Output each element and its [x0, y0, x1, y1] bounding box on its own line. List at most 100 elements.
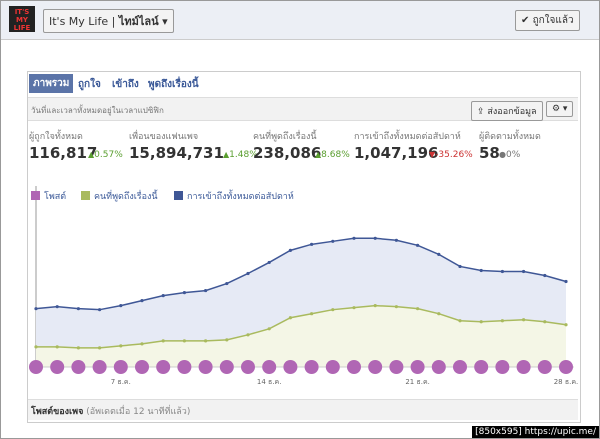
export-label: ส่งออกข้อมูล — [487, 107, 537, 117]
stat-label: ผู้ถูกใจทั้งหมด — [29, 132, 83, 142]
change-text: 0.57% — [94, 150, 123, 160]
point — [98, 346, 102, 350]
post-dot — [389, 360, 404, 374]
trend-icon: ▲ — [88, 150, 95, 159]
point — [373, 304, 377, 308]
settings-button[interactable]: ⚙ ▾ — [546, 101, 574, 117]
legend-item: คนที่พูดถึงเรื่องนี้ — [81, 189, 158, 203]
post-dot — [113, 360, 128, 374]
x-tick-label: 7 ธ.ค. — [111, 378, 131, 386]
post-dot — [474, 360, 489, 374]
post-dot — [516, 360, 531, 374]
point — [267, 260, 271, 265]
post-dot — [410, 360, 425, 374]
point — [55, 305, 59, 309]
post-dot — [453, 360, 467, 374]
x-tick-label: 14 ธ.ค. — [257, 378, 282, 386]
point — [98, 308, 102, 312]
tab[interactable]: เข้าถึง — [112, 79, 139, 90]
stat-value: 58 — [479, 144, 500, 162]
legend-swatch — [31, 191, 40, 200]
point — [140, 299, 144, 303]
trend-icon: ▼ — [429, 150, 436, 159]
tab[interactable]: พูดถึงเรื่องนี้ — [148, 79, 199, 90]
page-avatar[interactable]: IT'S MY LIFE — [9, 6, 35, 32]
liked-label: ถูกใจแล้ว — [532, 15, 574, 26]
point — [204, 339, 208, 343]
footer-bar — [28, 399, 578, 420]
post-dot — [325, 360, 340, 374]
point — [352, 306, 356, 310]
point — [225, 338, 229, 342]
change-text: 0% — [505, 150, 521, 160]
point — [55, 345, 59, 349]
trend-icon: ● — [499, 150, 506, 159]
point — [246, 333, 250, 337]
timezone-note: วันที่และเวลาทั้งหมดอยู่ในเวลาแปซิฟิก — [31, 106, 164, 115]
post-dot — [241, 360, 255, 374]
point — [246, 271, 250, 276]
change-text: -35.26% — [435, 150, 473, 160]
stat-change: ▲0.57% — [88, 150, 123, 160]
post-dot — [262, 360, 277, 374]
line — [35, 237, 567, 311]
point — [416, 243, 420, 247]
point — [373, 236, 377, 240]
liked-button[interactable]: ✔ ถูกใจแล้ว — [515, 10, 580, 31]
point — [458, 264, 462, 269]
post-dot — [71, 360, 86, 374]
post-dot — [495, 360, 510, 374]
point — [204, 288, 208, 293]
stat-value: 116,817 — [29, 144, 98, 162]
legend-item: โพสต์ — [31, 189, 66, 203]
point — [288, 316, 292, 320]
page-selector[interactable]: It's My Life | ไทม์ไลน์ ▾ — [43, 9, 174, 33]
tab[interactable]: ถูกใจ — [78, 79, 101, 90]
stat-change: ▼-35.26% — [429, 150, 473, 160]
change-text: 1.48% — [229, 150, 258, 160]
post-dot — [177, 360, 192, 374]
stat-label: การเข้าถึงทั้งหมดต่อสัปดาห์ — [354, 132, 461, 142]
point — [522, 318, 526, 322]
watermark: [850x595] https://upic.me/ — [472, 426, 599, 438]
area — [36, 305, 566, 367]
export-button[interactable]: ⇪ ส่งออกข้อมูล — [471, 101, 543, 121]
stat-change: ▲8.68% — [315, 150, 350, 160]
point — [225, 281, 229, 286]
point — [394, 305, 398, 309]
post-dot — [135, 360, 149, 374]
post-dot — [368, 360, 383, 374]
point — [310, 242, 314, 246]
point — [161, 294, 165, 298]
point — [564, 323, 568, 327]
point — [522, 269, 526, 274]
legend-item: การเข้าถึงทั้งหมดต่อสัปดาห์ — [174, 189, 294, 203]
point — [182, 290, 186, 295]
post-dot — [92, 360, 107, 374]
point — [437, 312, 441, 316]
post-dot — [431, 360, 446, 374]
stat-change: ▲1.48% — [223, 150, 258, 160]
point — [310, 312, 314, 316]
point — [500, 319, 504, 323]
point — [543, 273, 547, 278]
post-dot — [50, 360, 65, 374]
x-tick-label: 28 ธ.ค. — [554, 378, 579, 386]
post-dot — [347, 360, 361, 374]
stat-label: เพื่อนของแฟนเพจ — [129, 132, 199, 142]
post-dot — [29, 360, 43, 374]
tab[interactable]: ภาพรวม — [29, 74, 74, 93]
point — [76, 307, 80, 311]
line — [36, 304, 567, 349]
point — [331, 308, 335, 312]
page-name: It's My Life — [49, 15, 109, 28]
stat-value: 1,047,196 — [354, 144, 439, 162]
point — [500, 269, 504, 274]
timeline-button[interactable]: ไทม์ไลน์ — [118, 15, 159, 28]
stat-value: 238,086 — [253, 144, 322, 162]
point — [543, 320, 547, 324]
point — [352, 236, 356, 240]
point — [416, 307, 420, 311]
insights-panel — [27, 71, 581, 423]
